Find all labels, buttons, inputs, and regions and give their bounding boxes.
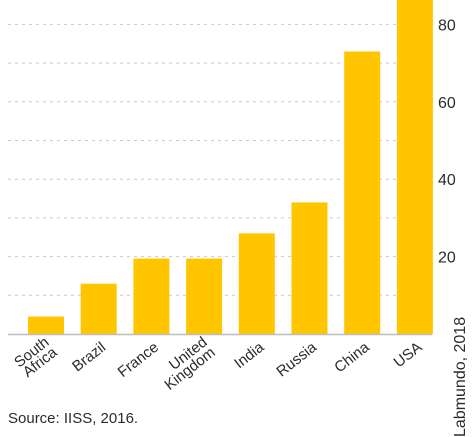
x-tick-label: SouthAfrica — [11, 333, 61, 381]
gridlines — [8, 23, 432, 296]
x-tick-label: UnitedKingdom — [153, 334, 218, 394]
x-axis-labels: SouthAfrica Brazil France UnitedKingdom Indi… — [11, 333, 426, 394]
bar — [186, 258, 223, 334]
bar — [28, 316, 64, 334]
bar — [291, 202, 328, 334]
bar — [344, 51, 381, 335]
y-tick-label: 20 — [438, 250, 456, 267]
y-tick-label: 40 — [438, 172, 456, 189]
x-tick-label: Brazil — [69, 339, 109, 375]
y-tick-label: 60 — [438, 95, 456, 112]
x-tick-label: China — [331, 338, 373, 376]
x-tick-label: Russia — [273, 338, 320, 380]
y-tick-label: 80 — [438, 17, 456, 34]
bars — [28, 0, 433, 335]
x-tick-label: India — [231, 338, 268, 372]
credit-label: Labmundo, 2018 — [452, 316, 469, 437]
x-tick-label: France — [115, 339, 162, 381]
bar — [238, 233, 275, 334]
x-tick-label: USA — [391, 339, 426, 371]
source-note: Source: IISS, 2016. — [8, 410, 139, 427]
bar — [133, 258, 170, 334]
y-axis-ticks: 20 40 60 80 — [438, 17, 456, 266]
bar — [396, 0, 433, 335]
bar — [80, 283, 117, 334]
